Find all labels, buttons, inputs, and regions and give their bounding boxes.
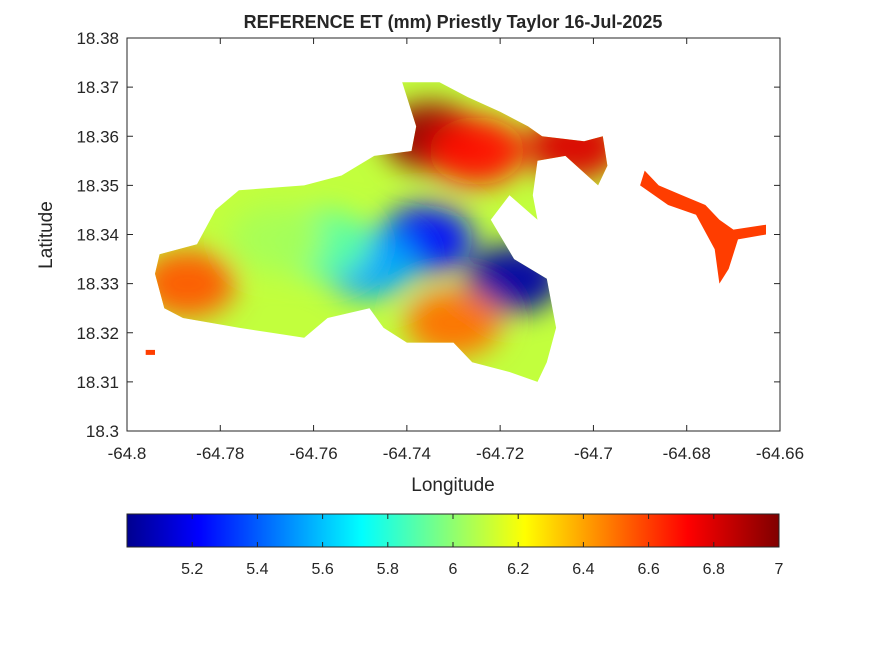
- x-axis: -64.8 -64.78 -64.76 -64.74 -64.72 -64.7 -64.68…: [108, 38, 804, 463]
- x-axis-label: Longitude: [411, 475, 494, 496]
- x-tick-label: -64.76: [289, 444, 337, 463]
- y-tick-label: 18.34: [76, 226, 119, 245]
- x-tick-label: -64.7: [574, 444, 613, 463]
- chart-title: REFERENCE ET (mm) Priestly Taylor 16-Jul…: [244, 12, 663, 32]
- colorbar-tick-label: 6: [449, 561, 458, 578]
- heat-blob-9: [405, 288, 502, 357]
- region-west-islet: [145, 349, 155, 355]
- y-tick-label: 18.33: [76, 275, 119, 294]
- colorbar-tick-label: 7: [775, 561, 784, 578]
- x-tick-label: -64.8: [108, 444, 147, 463]
- colorbar-tick-label: 5.4: [246, 561, 268, 578]
- colorbar-tick-label: 5.2: [181, 561, 203, 578]
- y-tick-label: 18.31: [76, 373, 119, 392]
- colorbar-tick-label: 5.6: [311, 561, 333, 578]
- y-tick-label: 18.3: [86, 422, 119, 441]
- x-tick-label: -64.68: [663, 444, 711, 463]
- plot-area: [126, 37, 781, 432]
- y-tick-label: 18.38: [76, 29, 119, 48]
- x-tick-label: -64.72: [476, 444, 524, 463]
- colorbar-tick-label: 6.4: [572, 561, 594, 578]
- colorbar: 5.2 5.4 5.6 5.8 6 6.2 6.4 6.6 6.8 7: [126, 513, 784, 578]
- colorbar-tick-label: 6.2: [507, 561, 529, 578]
- y-tick-label: 18.37: [76, 78, 119, 97]
- y-axis-label: Latitude: [36, 201, 57, 269]
- colorbar-tick-label: 6.8: [703, 561, 725, 578]
- heat-overlay: [145, 102, 623, 357]
- heat-blob-7: [428, 117, 525, 185]
- y-tick-label: 18.32: [76, 324, 119, 343]
- y-tick-label: 18.35: [76, 176, 119, 195]
- y-axis: 18.3 18.31 18.32 18.33 18.34 18.35 18.36 18.37 1…: [76, 29, 780, 441]
- region-east-strip: [640, 170, 766, 284]
- y-tick-label: 18.36: [76, 127, 119, 146]
- colorbar-tick-label: 6.6: [637, 561, 659, 578]
- x-tick-label: -64.66: [756, 444, 804, 463]
- colorbar-gradient: [126, 513, 780, 548]
- x-tick-label: -64.74: [383, 444, 431, 463]
- x-tick-label: -64.78: [196, 444, 244, 463]
- heat-blob-4: [228, 205, 325, 274]
- colorbar-tick-label: 5.8: [377, 561, 399, 578]
- heat-blob-5: [145, 249, 236, 318]
- colorbar-ticks: 5.2 5.4 5.6 5.8 6 6.2 6.4 6.6 6.8 7: [181, 514, 784, 578]
